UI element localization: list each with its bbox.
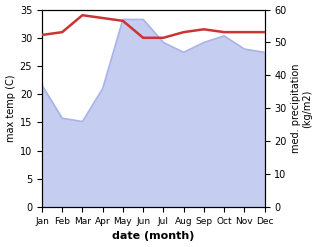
X-axis label: date (month): date (month) xyxy=(112,231,194,242)
Y-axis label: max temp (C): max temp (C) xyxy=(5,75,16,142)
Y-axis label: med. precipitation
(kg/m2): med. precipitation (kg/m2) xyxy=(291,64,313,153)
